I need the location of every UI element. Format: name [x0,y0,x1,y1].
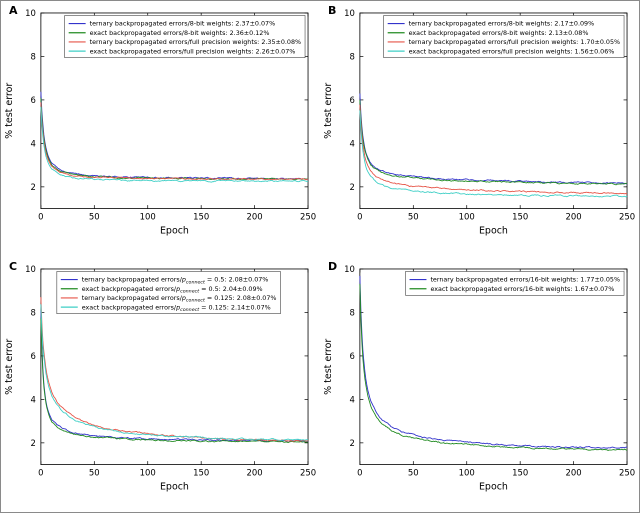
svg-text:200: 200 [566,212,582,222]
svg-text:50: 50 [408,212,419,222]
panel-label-b: B [328,4,337,17]
svg-text:exact backpropagated errors/fu: exact backpropagated errors/full precisi… [409,47,615,55]
svg-text:Epoch: Epoch [479,226,508,237]
svg-text:ternary backpropagated errors/: ternary backpropagated errors/8-bit weig… [90,20,276,28]
svg-text:100: 100 [140,467,156,477]
svg-text:4: 4 [31,394,36,404]
chart-a: 0 50 100 150 200 250 2 4 6 8 10 Epoch % test error te… [4,8,316,237]
svg-text:150: 150 [512,467,528,477]
svg-text:4: 4 [31,138,36,148]
svg-text:6: 6 [350,350,355,360]
svg-text:10: 10 [25,8,36,18]
svg-text:ternary backpropagated errors/: ternary backpropagated errors/full preci… [409,38,620,46]
svg-text:150: 150 [193,212,209,222]
panel-d: D 0 50 100 150 200 250 2 4 6 8 10 Epoch % test error… [320,257,639,513]
svg-text:ternary backpropagated errors/: ternary backpropagated errors/8-bit weig… [409,20,595,28]
svg-text:6: 6 [350,95,355,105]
svg-text:10: 10 [25,263,36,273]
svg-text:10: 10 [344,8,355,18]
svg-text:ternary backpropagated errors/: ternary backpropagated errors/pconnect =… [82,294,277,304]
svg-text:exact backpropagated errors/fu: exact backpropagated errors/full precisi… [90,47,296,55]
svg-text:50: 50 [89,467,100,477]
svg-text:2: 2 [350,437,355,447]
svg-text:0: 0 [357,212,362,222]
svg-text:exact backpropagated errors/16: exact backpropagated errors/16-bit weigh… [430,284,614,292]
svg-text:ternary backpropagated errors/: ternary backpropagated errors/full preci… [90,38,301,46]
svg-text:2: 2 [31,182,36,192]
svg-text:8: 8 [350,307,355,317]
svg-text:250: 250 [619,212,635,222]
chart-c: 0 50 100 150 200 250 2 4 6 8 10 Epoch % test error te… [4,263,316,492]
svg-text:50: 50 [408,467,419,477]
svg-text:250: 250 [300,212,316,222]
chart-d: 0 50 100 150 200 250 2 4 6 8 10 Epoch % test error te… [323,263,635,492]
svg-text:150: 150 [512,212,528,222]
svg-text:200: 200 [247,467,263,477]
svg-text:250: 250 [619,467,635,477]
svg-text:ternary backpropagated errors/: ternary backpropagated errors/pconnect =… [82,275,269,285]
svg-text:2: 2 [31,437,36,447]
svg-text:100: 100 [140,212,156,222]
svg-text:ternary backpropagated errors/: ternary backpropagated errors/16-bit wei… [430,275,620,283]
svg-text:4: 4 [350,138,355,148]
svg-text:0: 0 [38,467,43,477]
svg-text:100: 100 [459,467,475,477]
svg-text:8: 8 [31,307,36,317]
svg-text:50: 50 [89,212,100,222]
svg-text:exact backpropagated errors/pc: exact backpropagated errors/pconnect = 0… [82,303,271,313]
svg-text:150: 150 [193,467,209,477]
svg-text:200: 200 [566,467,582,477]
svg-text:4: 4 [350,394,355,404]
svg-text:6: 6 [31,350,36,360]
chart-b: 0 50 100 150 200 250 2 4 6 8 10 Epoch % test error te… [323,8,635,237]
svg-text:200: 200 [247,212,263,222]
svg-text:% test error: % test error [4,338,15,394]
panel-label-d: D [328,259,338,273]
svg-text:250: 250 [300,467,316,477]
panel-c: C 0 50 100 150 200 250 2 4 6 8 10 Epoch % test error… [1,257,320,513]
svg-text:100: 100 [459,212,475,222]
svg-text:Epoch: Epoch [160,226,189,237]
svg-text:exact backpropagated errors/8-: exact backpropagated errors/8-bit weight… [90,29,270,37]
svg-text:0: 0 [38,212,43,222]
panel-label-c: C [9,259,18,273]
svg-text:% test error: % test error [323,338,334,394]
svg-text:Epoch: Epoch [479,481,508,492]
svg-text:0: 0 [357,467,362,477]
svg-text:Epoch: Epoch [160,481,189,492]
svg-text:2: 2 [350,182,355,192]
svg-text:% test error: % test error [323,83,334,139]
svg-text:% test error: % test error [4,83,15,139]
panel-b: B 0 50 100 150 200 250 2 4 6 8 10 Epoch % test error… [320,1,639,257]
svg-text:8: 8 [31,51,36,61]
panel-label-a: A [9,4,18,17]
svg-text:8: 8 [350,51,355,61]
svg-text:exact backpropagated errors/pc: exact backpropagated errors/pconnect = 0… [82,284,263,294]
svg-text:10: 10 [344,263,355,273]
svg-text:exact backpropagated errors/8-: exact backpropagated errors/8-bit weight… [409,29,589,37]
svg-text:6: 6 [31,95,36,105]
panel-a: A 0 50 100 150 200 250 2 4 6 8 10 Epoch % test error… [1,1,320,257]
